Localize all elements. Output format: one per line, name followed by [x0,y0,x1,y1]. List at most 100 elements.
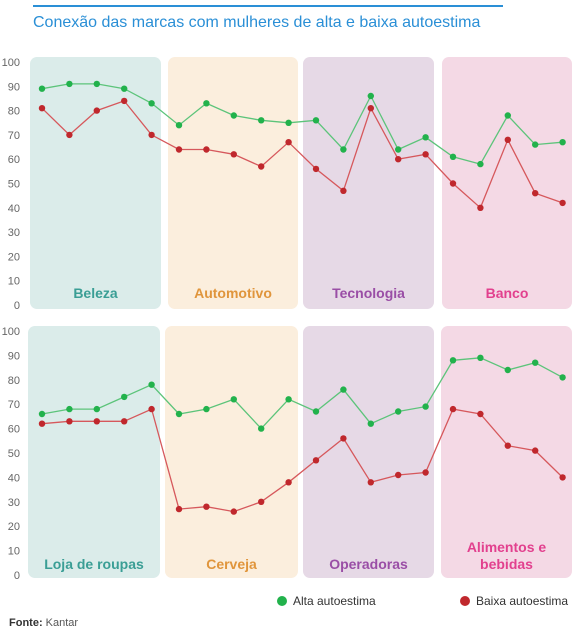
category-label-line: Beleza [73,285,118,301]
category-label: Automotivo [194,285,272,301]
data-point-high [121,85,128,92]
y-tick-label: 10 [8,546,20,558]
data-point-low [395,156,402,163]
y-tick-label: 70 [8,130,20,142]
y-tick-label: 80 [8,106,20,118]
data-point-low [230,151,237,158]
data-point-low [285,139,292,146]
category-band-3 [303,57,434,309]
category-label-line: Banco [486,285,529,301]
y-tick-label: 30 [8,227,20,239]
y-tick-label: 40 [8,472,20,484]
data-point-low [203,146,210,153]
category-label: Loja de roupas [44,556,144,572]
series-line-high [41,83,563,165]
category-label: Banco [486,285,529,301]
data-point-high [504,112,511,119]
data-point-high [38,85,46,92]
category-label: Alimentos e bebidas [467,539,547,572]
data-point-low [230,508,237,515]
data-point-high [559,139,566,146]
data-point-low [285,479,292,486]
category-label: Operadoras [329,556,408,572]
series-line-low [41,100,563,209]
data-point-low [340,187,347,194]
y-tick-label: 60 [8,424,20,436]
category-label-line: Automotivo [194,285,272,301]
category-band-4 [441,326,572,578]
category-label-line: Alimentos e [467,539,547,555]
legend-label-low: Baixa autoestima [476,594,569,608]
y-tick-label: 50 [8,448,20,460]
category-label-line: Operadoras [329,556,408,572]
legend-item-high: Alta autoestima [277,594,376,608]
y-tick-label: 20 [8,251,20,263]
data-point-high [38,410,46,418]
data-point-low [532,190,539,197]
y-tick-label: 60 [8,154,20,166]
source-note: Fonte: Kantar [9,617,78,629]
data-point-high [449,357,457,364]
data-point-low [559,199,566,207]
data-point-low [93,418,101,425]
title-rule [33,5,503,7]
data-point-high [285,396,292,403]
data-point-high [504,366,511,374]
category-label: Beleza [73,285,118,301]
legend-item-low: Baixa autoestima [460,594,568,608]
data-point-low [449,405,457,413]
data-point-high [66,80,73,88]
data-point-low [175,146,183,153]
series-line-low [41,408,564,513]
data-point-high [422,134,429,141]
data-point-low [477,410,484,418]
category-label: Cerveja [206,556,257,572]
category-label-line: bebidas [480,556,533,572]
category-band-1 [28,326,160,578]
data-point-high [312,117,320,124]
data-point-high [203,405,210,413]
data-point-low [203,503,210,510]
data-point-high [175,122,183,129]
data-point-low [38,420,46,427]
data-point-low [93,107,101,114]
data-point-high [285,119,292,127]
data-point-high [203,100,210,107]
data-point-low [449,180,457,187]
data-point-high [449,153,457,160]
category-band-3 [303,326,434,578]
data-point-high [395,408,402,415]
data-point-high [230,396,237,403]
data-point-high [367,420,374,427]
data-point-high [66,405,73,413]
data-point-low [367,479,374,486]
legend-swatch-low [460,596,470,606]
chart-title: Conexão das marcas com mulheres de alta … [33,14,481,31]
data-point-low [121,97,128,105]
data-point-low [66,131,73,139]
legend-swatch-high [277,596,287,606]
y-tick-label: 0 [14,300,20,312]
y-tick-label: 0 [14,570,20,582]
category-label-line: Cerveja [206,556,257,572]
data-point-low [148,131,155,139]
data-point-high [477,160,484,168]
data-point-low [148,405,155,413]
data-point-low [477,204,484,211]
data-point-low [395,471,402,479]
category-band-2 [168,57,298,309]
y-tick-label: 80 [8,375,20,387]
source-value: Kantar [45,617,79,629]
data-point-low [258,163,265,170]
data-point-high [93,80,101,88]
y-tick-label: 10 [8,276,20,288]
series-line-high [41,357,563,430]
y-tick-label: 70 [8,399,20,411]
data-point-high [175,410,183,418]
data-point-low [422,151,429,158]
y-tick-label: 30 [8,497,20,509]
data-point-low [175,505,183,513]
data-point-low [312,165,320,173]
data-point-low [532,447,539,454]
data-point-high [258,425,265,432]
